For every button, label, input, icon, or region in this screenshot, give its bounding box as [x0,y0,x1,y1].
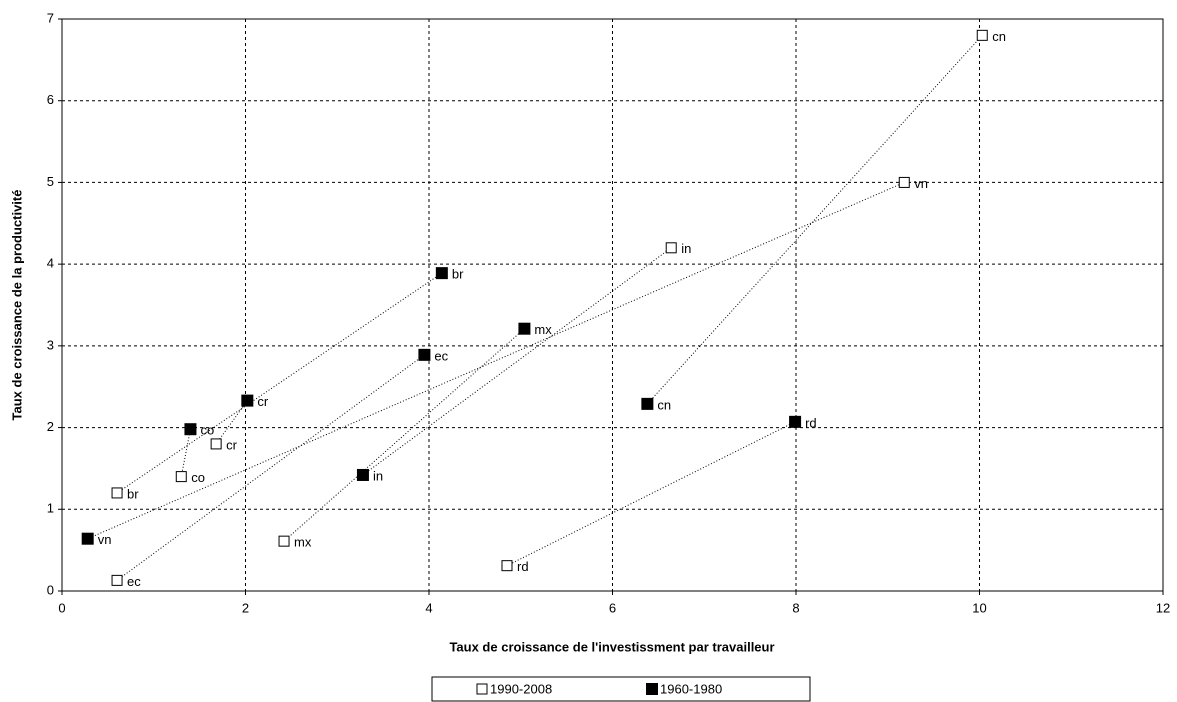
x-axis-title: Taux de croissance de l'investissment pa… [449,639,774,654]
y-tick-label: 7 [47,10,54,25]
point-label: in [373,468,383,483]
point [665,242,677,254]
y-tick-label: 2 [47,419,54,434]
connector [180,429,191,477]
point-label: in [681,241,691,256]
point-label: ec [127,574,141,589]
point-label: vn [914,176,928,191]
point-label: rd [517,559,529,574]
point-label: cr [226,437,238,452]
y-tick-label: 1 [47,501,54,516]
connector [116,354,425,581]
plot-border [61,18,1164,592]
point [789,415,802,428]
x-tick-label: 2 [242,600,249,615]
y-tick-label: 6 [47,92,54,107]
point-label: co [191,470,205,485]
point-label: cn [992,29,1006,44]
x-tick-label: 4 [425,600,432,615]
point [898,176,910,188]
point-label: br [127,486,139,501]
y-axis-title: Taux de croissance de la productivité [9,190,24,421]
legend-label: 1960-1980 [660,681,722,696]
y-tick-label: 4 [47,256,54,271]
point [435,267,448,280]
x-tick-label: 0 [58,600,65,615]
point [501,560,513,572]
point [418,348,431,361]
x-tick-label: 8 [792,600,799,615]
point [278,535,290,547]
point-label: ec [434,348,448,363]
y-tick-label: 0 [47,582,54,597]
point [111,487,123,499]
point [210,438,222,450]
y-tick-label: 5 [47,174,54,189]
point-label: rd [805,415,817,430]
point [111,574,123,586]
x-tick-label: 6 [609,600,616,615]
point [175,471,187,483]
point-label: vn [98,532,112,547]
point-label: cn [657,397,671,412]
point-label: cr [257,394,269,409]
point [241,394,254,407]
y-tick-label: 3 [47,337,54,352]
x-tick-label: 12 [1156,600,1170,615]
point [81,532,94,545]
connector [362,247,672,476]
point [641,397,654,410]
point [356,468,369,481]
point [184,423,197,436]
legend-marker [646,683,658,695]
point [976,29,988,41]
point [518,322,531,335]
connector [646,35,983,405]
connector [283,328,525,542]
point-label: br [452,267,464,282]
legend-marker [476,683,488,695]
x-tick-label: 10 [972,600,986,615]
point-label: co [200,423,214,438]
point-label: mx [294,535,312,550]
point-label: mx [534,322,552,337]
legend-label: 1990-2008 [490,681,552,696]
legend-box [431,676,811,702]
